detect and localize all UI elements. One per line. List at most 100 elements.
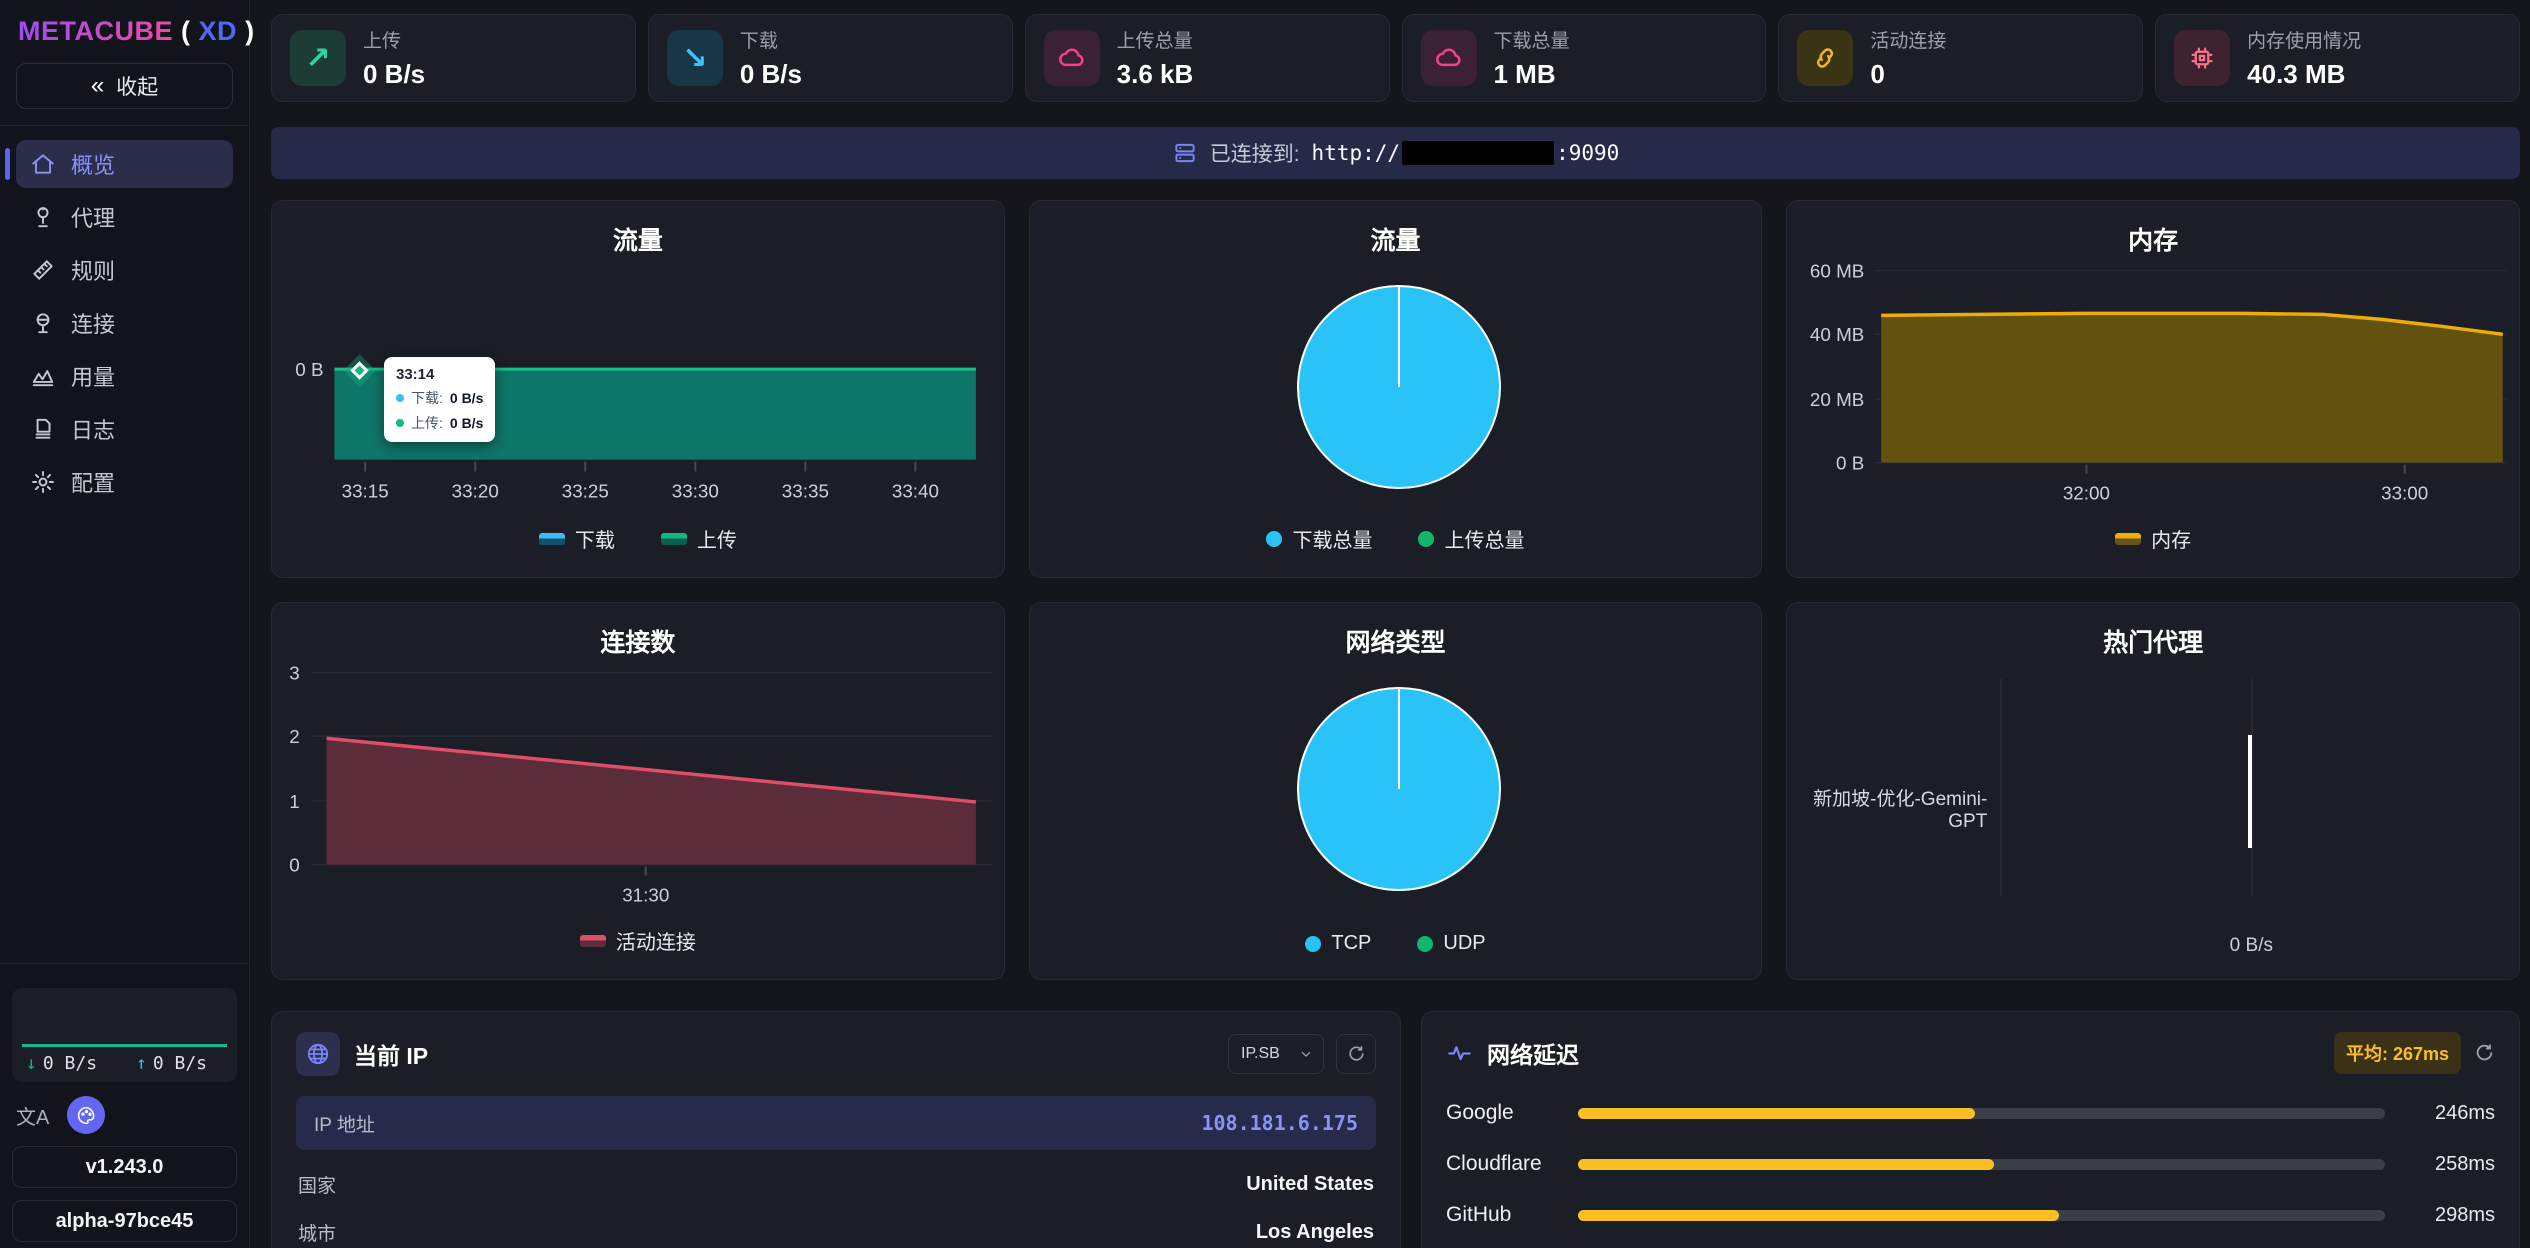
upload-total-value: 3.6 kB	[1116, 59, 1194, 89]
proxy-category-label: 新加坡-优化-Gemini-GPT	[1813, 789, 1988, 832]
home-icon	[30, 151, 56, 177]
version-button[interactable]: v1.243.0	[12, 1146, 237, 1188]
tooltip-upload-row: 上传: 0 B/s	[396, 413, 483, 433]
latency-bar-fill	[1578, 1107, 1976, 1119]
latency-bar-track	[1578, 1209, 2385, 1221]
latency-bar-track	[1578, 1107, 2385, 1119]
legend-tcp[interactable]: TCP	[1305, 932, 1371, 955]
ip-provider-select[interactable]: IP.SB	[1228, 1034, 1324, 1074]
collapse-label: 收起	[116, 76, 159, 99]
charts-grid: 流量 0 B 33:15 33:20 33:25 33:30 33:35	[271, 200, 2520, 980]
traffic-pie-chart-card[interactable]: 流量 下载总量 上传总量	[1028, 200, 1763, 578]
sidebar-item-settings[interactable]: 配置	[16, 458, 233, 506]
udp-slice	[1397, 689, 1400, 789]
memory-chart-card[interactable]: 内存 60 MB 40 MB 20 MB 0 B 32:00 33:00	[1786, 200, 2520, 578]
chart-title: 内存	[2128, 227, 2179, 255]
refresh-latency-button[interactable]	[2473, 1042, 2495, 1064]
legend-udp[interactable]: UDP	[1417, 932, 1486, 955]
sidebar-download-speed: ↓ 0 B/s	[26, 1053, 98, 1074]
svg-text:60 MB: 60 MB	[1810, 261, 1864, 282]
chart-title: 连接数	[600, 629, 676, 657]
latency-row-google: Google 246ms	[1446, 1101, 2495, 1124]
sidebar-item-proxies[interactable]: 代理	[16, 193, 233, 241]
connections-chart-card[interactable]: 连接数 3 2 1 0 31:30 活动连接	[271, 602, 1005, 980]
legend-download[interactable]: 下载	[538, 524, 615, 553]
city-value: Los Angeles	[1255, 1221, 1374, 1243]
collapse-sidebar-button[interactable]: « 收起	[16, 63, 233, 109]
backend-url: http://:9090	[1311, 141, 1620, 165]
stat-card-active-connections: 活动连接 0	[1778, 14, 2144, 102]
top-proxies-chart-card[interactable]: 热门代理 新加坡-优化-Gemini-GPT 0 B/s	[1786, 602, 2520, 980]
sidebar-footer-divider	[0, 963, 249, 964]
chart-mountain-icon	[30, 363, 56, 389]
sidebar-item-connections[interactable]: 连接	[16, 299, 233, 347]
language-icon[interactable]: 文A	[16, 1101, 49, 1130]
traffic-area-plot: 0 B 33:15 33:20 33:25 33:30 33:35 33:40	[295, 359, 976, 501]
sidebar-item-rules[interactable]: 规则	[16, 246, 233, 294]
city-row: 城市 Los Angeles	[298, 1221, 1374, 1245]
link-icon	[1797, 30, 1854, 86]
download-total-value: 1 MB	[1493, 59, 1556, 89]
legend-download-total[interactable]: 下载总量	[1266, 524, 1372, 553]
sidebar-upload-speed: ↑ 0 B/s	[135, 1053, 207, 1074]
main-content: ↗ 上传 0 B/s ↘ 下载 0 B/s 上传总量 3.6 kB	[250, 0, 2530, 1248]
pulse-icon	[1446, 1040, 1473, 1067]
stat-card-download-total: 下载总量 1 MB	[1401, 14, 1767, 102]
average-latency-badge: 平均: 267ms	[2333, 1032, 2461, 1074]
download-speed-value: 0 B/s	[739, 59, 802, 89]
cpu-icon	[2174, 30, 2231, 86]
sidebar-item-overview[interactable]: 概览	[5, 140, 233, 188]
connections-area-plot: 3 2 1 0 31:30	[289, 663, 993, 905]
globe-stand-icon	[30, 310, 56, 336]
refresh-icon	[2473, 1042, 2495, 1064]
svg-text:33:15: 33:15	[342, 480, 389, 501]
sidebar-item-logs[interactable]: 日志	[16, 405, 233, 453]
latency-row-cloudflare: Cloudflare 258ms	[1446, 1152, 2495, 1175]
svg-text:33:40: 33:40	[892, 480, 939, 501]
app-logo: METACUBE ( XD )	[18, 16, 255, 46]
chart-title: 流量	[1370, 227, 1421, 255]
chevron-down-icon	[1299, 1047, 1313, 1061]
ip-address-row: IP 地址 108.181.6.175	[296, 1096, 1376, 1150]
refresh-icon	[1346, 1044, 1366, 1064]
refresh-ip-button[interactable]	[1336, 1034, 1376, 1074]
stats-row: ↗ 上传 0 B/s ↘ 下载 0 B/s 上传总量 3.6 kB	[271, 14, 2520, 102]
svg-text:0 B: 0 B	[1836, 453, 1864, 474]
proxy-icon	[30, 204, 56, 230]
svg-text:32:00: 32:00	[2063, 482, 2110, 503]
svg-text:33:00: 33:00	[2381, 482, 2428, 503]
upload-swatch-icon	[660, 532, 687, 545]
sparkline-traffic-line	[22, 1044, 227, 1047]
stat-card-upload: ↗ 上传 0 B/s	[271, 14, 636, 102]
network-type-chart-card[interactable]: 网络类型 TCP UDP	[1028, 602, 1763, 980]
x-axis-tick: 0 B/s	[2229, 935, 2273, 956]
gridline	[2251, 679, 2254, 896]
memory-swatch-icon	[2115, 532, 2142, 545]
stat-card-download: ↘ 下载 0 B/s	[647, 14, 1013, 102]
build-button[interactable]: alpha-97bce45	[12, 1200, 237, 1242]
arrow-up-right-icon: ↗	[290, 30, 346, 86]
legend-memory[interactable]: 内存	[2115, 524, 2191, 553]
latency-bar-fill	[1578, 1158, 1995, 1170]
globe-icon	[296, 1032, 340, 1076]
latency-row-github: GitHub 298ms	[1446, 1203, 2495, 1226]
tooltip-time: 33:14	[396, 366, 435, 383]
traffic-line-chart-card[interactable]: 流量 0 B 33:15 33:20 33:25 33:30 33:35	[271, 200, 1005, 578]
svg-text:33:35: 33:35	[782, 480, 829, 501]
legend-upload[interactable]: 上传	[660, 524, 737, 553]
panel-title: 网络延迟	[1487, 1042, 1579, 1068]
sidebar-item-usage[interactable]: 用量	[16, 352, 233, 400]
brand-name: METACUBE	[18, 16, 173, 46]
memory-area-plot: 60 MB 40 MB 20 MB 0 B 32:00 33:00	[1810, 261, 2508, 503]
upload-speed-value: 0 B/s	[363, 59, 426, 89]
chart-title: 流量	[612, 227, 663, 255]
sidebar-divider	[0, 125, 249, 126]
green-dot-icon	[1417, 935, 1434, 952]
backend-connection-banner[interactable]: 已连接到: http://:9090	[271, 127, 2520, 179]
legend-upload-total[interactable]: 上传总量	[1418, 524, 1524, 553]
theme-palette-button[interactable]	[67, 1096, 106, 1134]
latency-value: 298ms	[2434, 1203, 2495, 1226]
legend-active-connections[interactable]: 活动连接	[579, 926, 696, 955]
latency-value: 258ms	[2434, 1152, 2495, 1175]
arrow-down-right-icon: ↘	[666, 30, 723, 86]
